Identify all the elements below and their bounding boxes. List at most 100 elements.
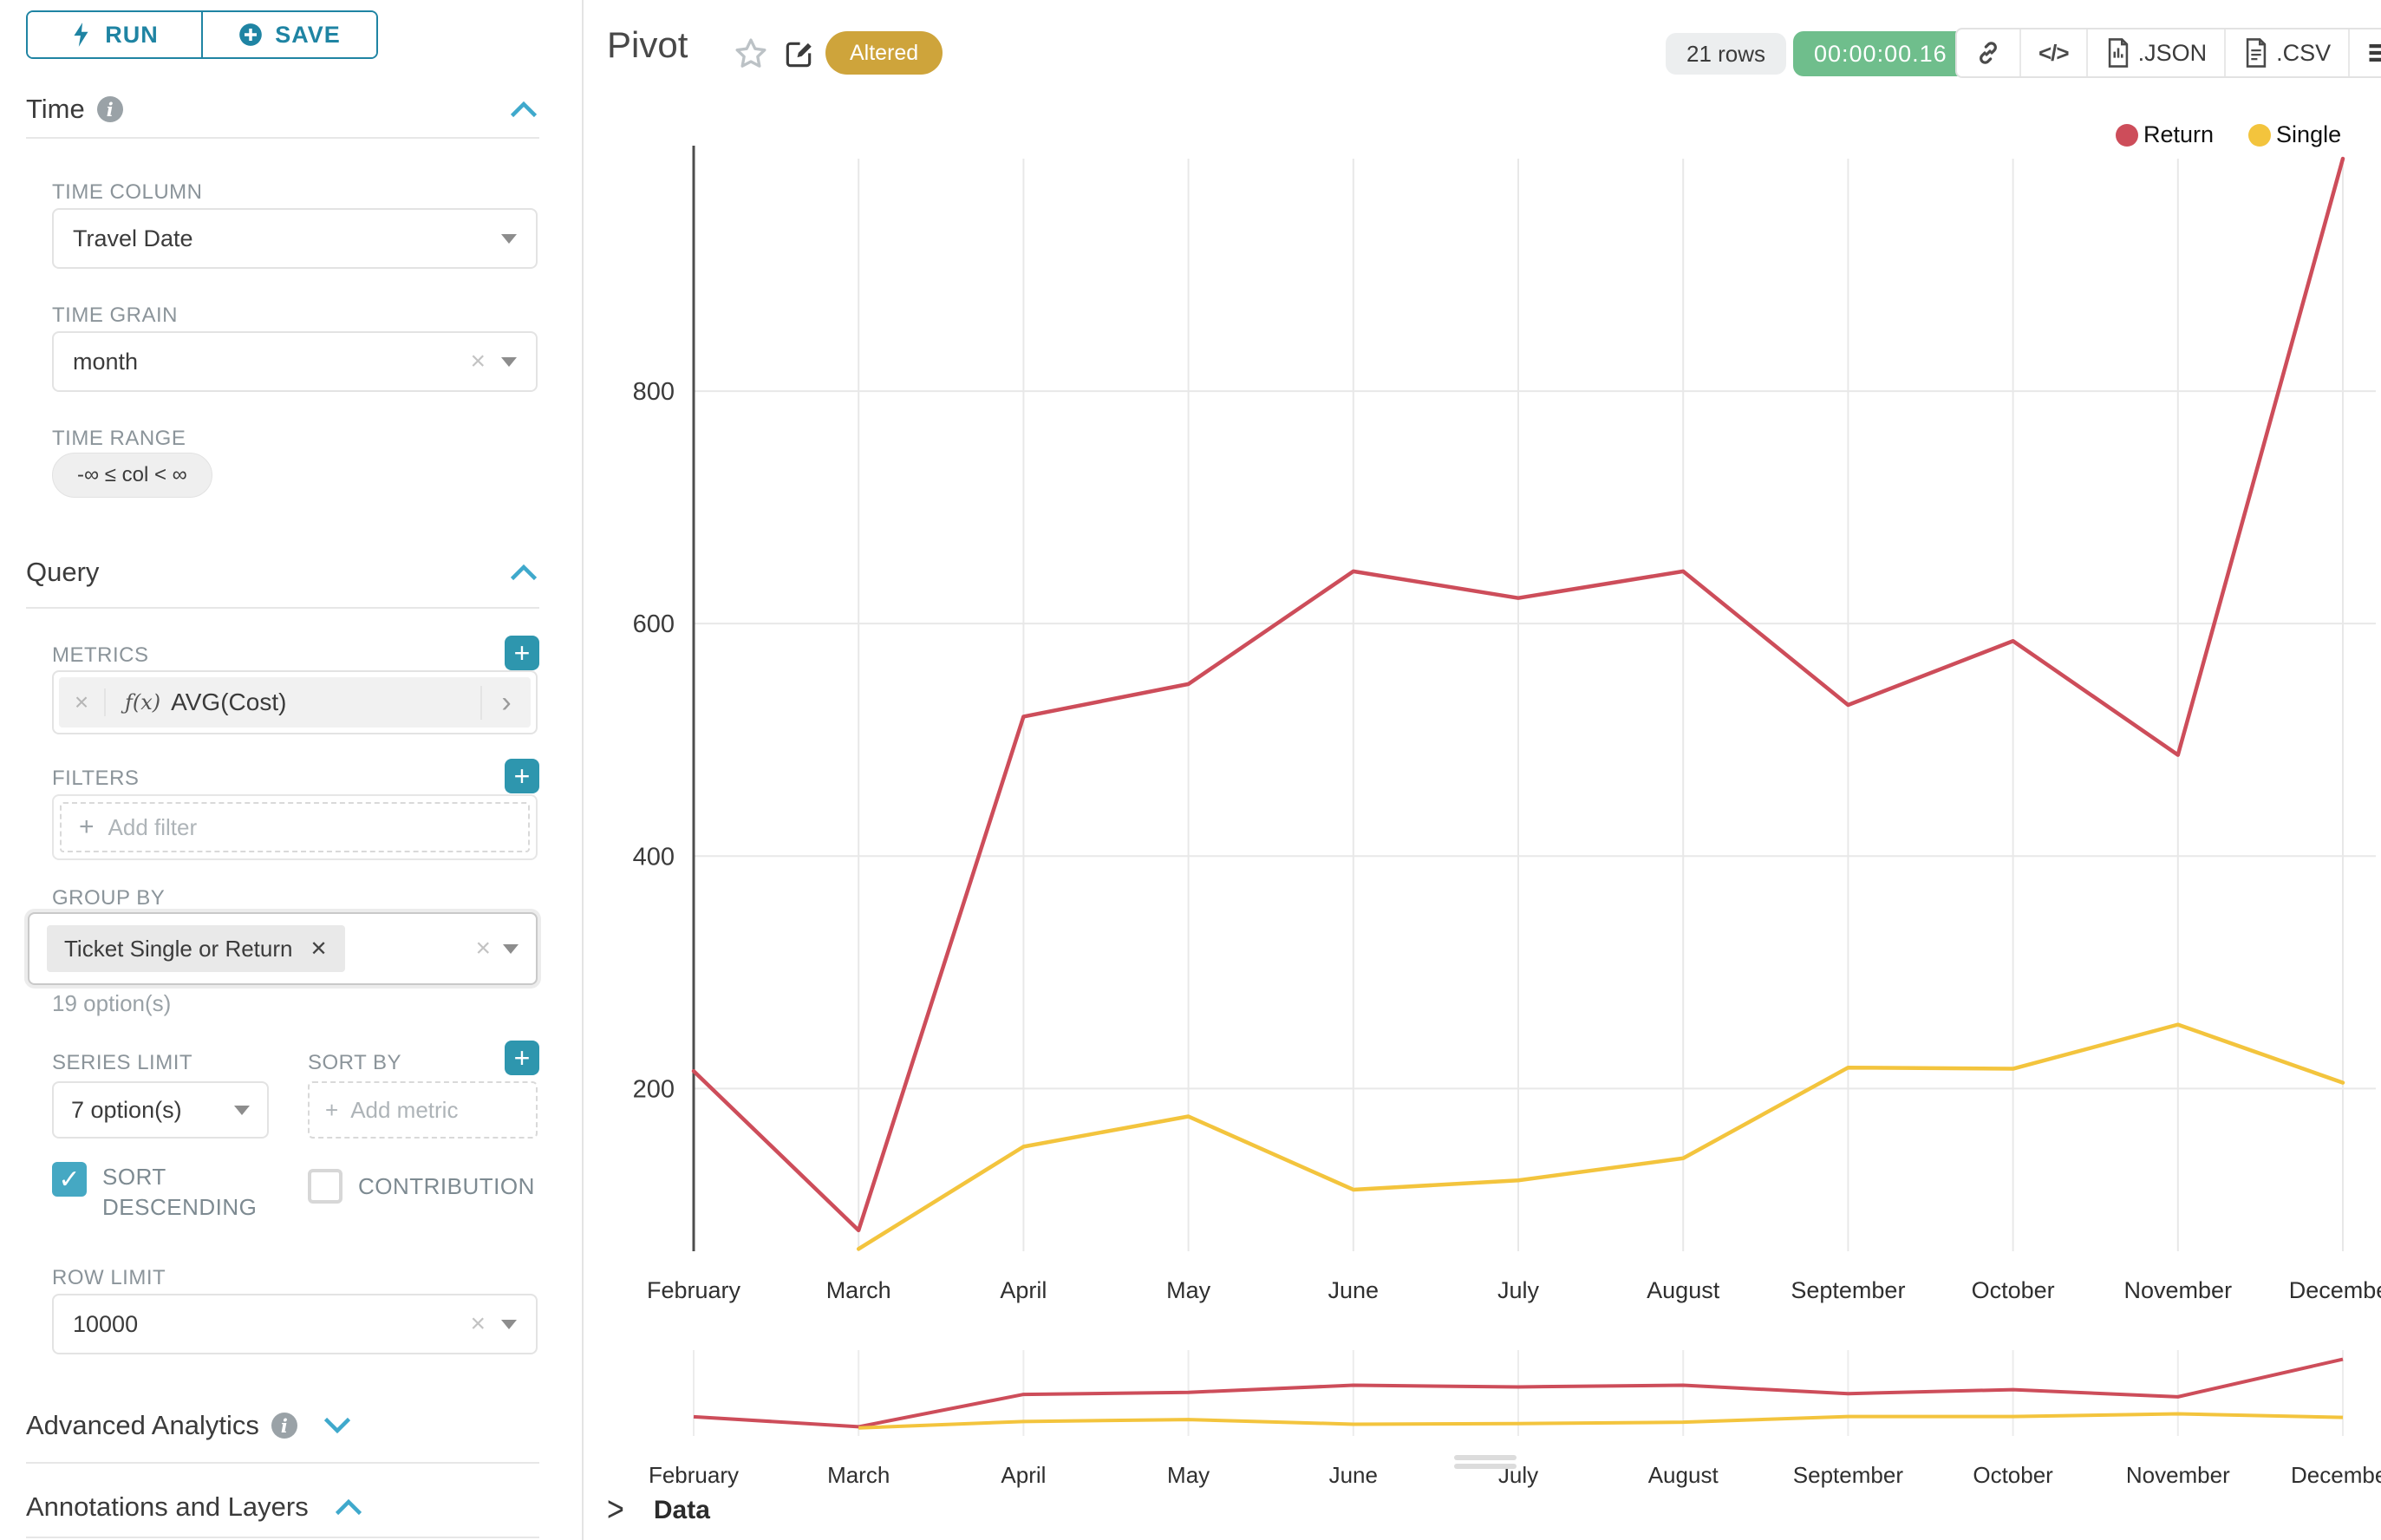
chevron-up-icon[interactable]: [333, 1496, 364, 1518]
save-button[interactable]: SAVE: [201, 12, 376, 57]
metric-pill[interactable]: × ƒ(x) AVG(Cost) ›: [59, 677, 531, 728]
add-filter-button[interactable]: + Add filter: [60, 802, 530, 852]
svg-text:March: March: [827, 1462, 890, 1488]
add-filter-plus-button[interactable]: +: [505, 759, 539, 793]
chart-title: Pivot: [607, 24, 688, 65]
run-button-label: RUN: [105, 21, 159, 48]
svg-text:March: March: [826, 1277, 891, 1303]
file-json-icon: [2108, 38, 2128, 68]
series-limit-value: 7 option(s): [71, 1096, 182, 1123]
export-csv-button[interactable]: .CSV: [2224, 29, 2348, 76]
resize-handle[interactable]: [1454, 1455, 1517, 1460]
remove-chip-icon[interactable]: ✕: [310, 936, 328, 961]
time-section-header[interactable]: Time i: [26, 90, 539, 128]
sort-descending-label: SORT DESCENDING: [102, 1164, 258, 1221]
svg-text:October: October: [1973, 1462, 2053, 1488]
copy-link-button[interactable]: [1957, 29, 2019, 76]
annotations-section-header[interactable]: Annotations and Layers: [26, 1488, 539, 1526]
panel-divider[interactable]: [582, 0, 584, 1540]
svg-text:April: April: [1000, 1277, 1047, 1303]
sort-by-placeholder: Add metric: [350, 1096, 459, 1123]
single-series-label: Single: [2276, 121, 2342, 147]
x-axis-labels: February March April May June July August Septe…: [647, 1277, 2381, 1303]
clear-icon[interactable]: ×: [475, 934, 491, 962]
caret-down-icon: [503, 943, 519, 954]
altered-badge[interactable]: Altered: [825, 31, 943, 75]
series-limit-select[interactable]: 7 option(s): [52, 1081, 269, 1139]
plus-icon: +: [325, 1096, 339, 1123]
query-section-header[interactable]: Query: [26, 553, 539, 591]
sort-descending-control: ✓ SORT DESCENDING: [52, 1162, 267, 1223]
section-divider: [26, 1537, 539, 1538]
caret-down-icon: [501, 1319, 517, 1329]
svg-text:600: 600: [633, 610, 675, 638]
chevron-up-icon[interactable]: [508, 98, 539, 121]
group-by-select[interactable]: Ticket Single or Return ✕ ×: [28, 912, 538, 985]
svg-text:December: December: [2291, 1462, 2381, 1488]
query-timer-label: 00:00:00.16: [1814, 40, 1947, 67]
time-range-label: TIME RANGE: [52, 427, 186, 450]
data-panel-toggle[interactable]: > Data: [607, 1490, 710, 1530]
annotations-section-title: Annotations and Layers: [26, 1491, 309, 1522]
section-divider: [26, 1462, 539, 1464]
time-grain-value: month: [73, 348, 139, 375]
chart-legend: Return Single: [2116, 121, 2341, 148]
svg-text:September: September: [1793, 1462, 1904, 1488]
contribution-label: CONTRIBUTION: [358, 1172, 535, 1199]
sort-by-label: SORT BY: [308, 1051, 401, 1074]
time-range-pill[interactable]: -∞ ≤ col < ∞: [52, 453, 212, 498]
file-csv-icon: [2246, 38, 2267, 68]
legend-item-return[interactable]: Return: [2116, 121, 2214, 148]
row-limit-select[interactable]: 10000 ×: [52, 1294, 538, 1354]
advanced-analytics-title: Advanced Analytics: [26, 1410, 259, 1440]
single-series-dot: [2248, 123, 2272, 147]
add-sort-metric-button[interactable]: +: [505, 1041, 539, 1075]
add-metric-button[interactable]: +: [505, 636, 539, 670]
control-panel-sidebar: RUN SAVE Time i TIME COLUMN Travel Date …: [0, 0, 583, 1540]
expand-metric-icon[interactable]: ›: [480, 685, 531, 720]
chevron-right-icon: >: [607, 1490, 624, 1530]
time-grain-label: TIME GRAIN: [52, 303, 179, 327]
time-column-select[interactable]: Travel Date: [52, 208, 538, 269]
plus-icon: +: [513, 760, 531, 792]
export-csv-label: .CSV: [2276, 39, 2332, 66]
svg-text:February: February: [649, 1462, 739, 1488]
caret-down-icon: [234, 1105, 250, 1115]
return-series-dot: [2116, 123, 2138, 147]
advanced-analytics-header[interactable]: Advanced Analytics i: [26, 1406, 539, 1445]
chevron-up-icon[interactable]: [508, 561, 539, 584]
run-button[interactable]: RUN: [28, 12, 201, 57]
sort-descending-checkbox[interactable]: ✓: [52, 1162, 87, 1197]
code-icon: </>: [2039, 39, 2070, 66]
clear-icon[interactable]: ×: [470, 1309, 486, 1338]
lightning-icon: [74, 23, 88, 47]
filters-label: FILTERS: [52, 767, 140, 790]
row-count-label: 21 rows: [1686, 40, 1766, 67]
embed-code-button[interactable]: </>: [2019, 29, 2086, 76]
contribution-checkbox[interactable]: [308, 1169, 342, 1204]
group-by-chip[interactable]: Ticket Single or Return ✕: [47, 925, 345, 972]
series-line-return: [691, 156, 2345, 1233]
export-toolbar: </> .JSON .CSV: [1955, 28, 2381, 78]
time-grain-select[interactable]: month ×: [52, 331, 538, 392]
export-json-button[interactable]: .JSON: [2085, 29, 2225, 76]
remove-metric-icon[interactable]: ×: [59, 688, 106, 716]
chevron-down-icon[interactable]: [322, 1414, 353, 1437]
more-options-button[interactable]: [2348, 29, 2381, 76]
query-timer-badge: 00:00:00.16: [1793, 31, 1968, 76]
y-axis-labels: 200 400 600 800: [633, 378, 675, 1103]
sort-by-add-metric[interactable]: + Add metric: [308, 1081, 538, 1139]
edit-pencil-icon[interactable]: [782, 38, 815, 71]
favorite-star-icon[interactable]: [734, 36, 768, 71]
legend-item-single[interactable]: Single: [2248, 121, 2341, 148]
return-series-label: Return: [2143, 121, 2215, 147]
clear-icon[interactable]: ×: [470, 347, 486, 375]
resize-handle[interactable]: [1454, 1464, 1517, 1469]
svg-text:August: August: [1647, 1277, 1720, 1303]
info-icon[interactable]: i: [96, 96, 123, 122]
info-icon[interactable]: i: [271, 1413, 297, 1439]
svg-text:200: 200: [633, 1075, 675, 1103]
group-by-label: GROUP BY: [52, 886, 166, 910]
metrics-field: × ƒ(x) AVG(Cost) ›: [52, 670, 538, 734]
